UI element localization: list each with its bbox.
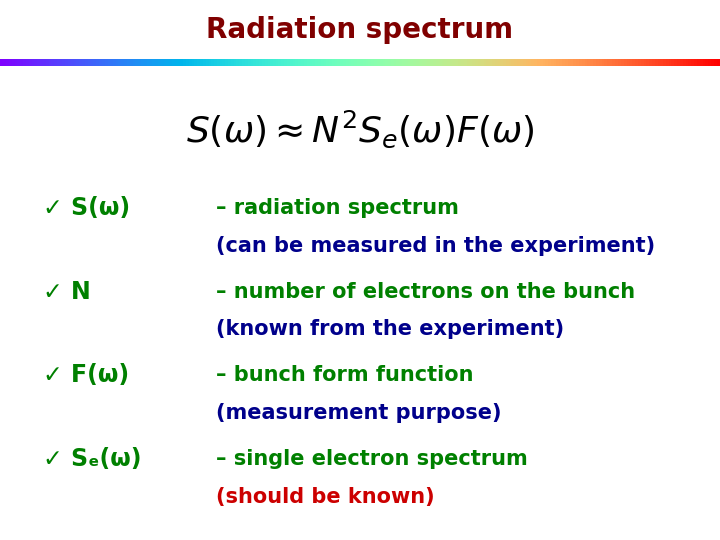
Text: (measurement purpose): (measurement purpose)	[216, 403, 502, 423]
Text: – single electron spectrum: – single electron spectrum	[216, 449, 528, 469]
Text: (known from the experiment): (known from the experiment)	[216, 319, 564, 340]
Text: ✓ F(ω): ✓ F(ω)	[43, 363, 130, 387]
Text: – number of electrons on the bunch: – number of electrons on the bunch	[216, 281, 635, 302]
Text: – bunch form function: – bunch form function	[216, 365, 474, 386]
Text: ✓ N: ✓ N	[43, 280, 91, 303]
Text: Radiation spectrum: Radiation spectrum	[207, 16, 513, 44]
Text: ✓ Sₑ(ω): ✓ Sₑ(ω)	[43, 447, 142, 471]
Text: (should be known): (should be known)	[216, 487, 435, 507]
Text: ✓ S(ω): ✓ S(ω)	[43, 196, 130, 220]
Text: – radiation spectrum: – radiation spectrum	[216, 198, 459, 218]
Text: (can be measured in the experiment): (can be measured in the experiment)	[216, 235, 655, 256]
Text: $S(\omega)\approx N^{2}S_{e}(\omega)F(\omega)$: $S(\omega)\approx N^{2}S_{e}(\omega)F(\o…	[186, 109, 534, 150]
